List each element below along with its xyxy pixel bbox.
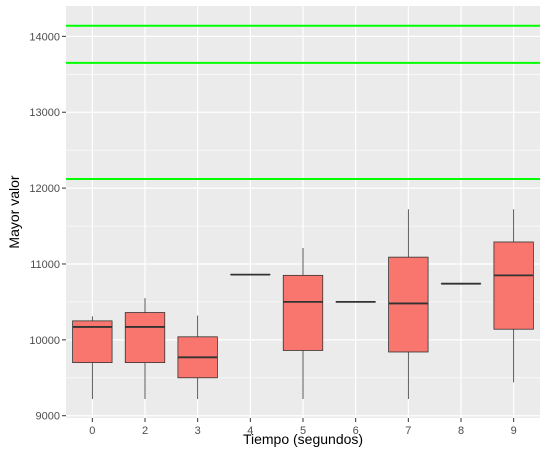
y-tick-label: 12000: [29, 183, 60, 195]
y-tick-label: 11000: [30, 259, 60, 271]
x-axis: 0 2 3 4 5 6 7 8 9: [89, 418, 517, 437]
x-tick-label: 0: [89, 425, 95, 437]
x-tick-label: 6: [353, 425, 359, 437]
y-axis: 9000 10000 11000 12000 13000 14000: [29, 31, 66, 423]
box-body: [493, 241, 534, 330]
boxes: [72, 209, 534, 400]
box-9: [493, 209, 534, 383]
x-tick-label: 4: [247, 425, 253, 437]
box-0: [72, 316, 113, 400]
x-tick-label: 3: [195, 425, 201, 437]
x-tick-label: 7: [405, 425, 411, 437]
y-tick-label: 14000: [29, 31, 60, 43]
x-tick-label: 8: [458, 425, 464, 437]
x-tick-label: 5: [300, 425, 306, 437]
box-5: [282, 248, 324, 400]
box-body: [282, 274, 324, 351]
y-axis-title: Mayor valor: [6, 175, 22, 248]
box-2: [124, 298, 166, 400]
box-body: [124, 312, 166, 364]
x-tick-label: 9: [511, 425, 517, 437]
y-tick-label: 9000: [36, 411, 60, 423]
box-7: [388, 209, 429, 400]
y-tick-label: 13000: [29, 107, 60, 119]
reference-lines: [66, 24, 540, 180]
x-axis-title: Tiempo (segundos): [243, 431, 363, 447]
y-tick-label: 10000: [29, 335, 60, 347]
x-tick-label: 2: [142, 425, 148, 437]
box-3: [177, 315, 218, 400]
box-body: [388, 256, 429, 353]
